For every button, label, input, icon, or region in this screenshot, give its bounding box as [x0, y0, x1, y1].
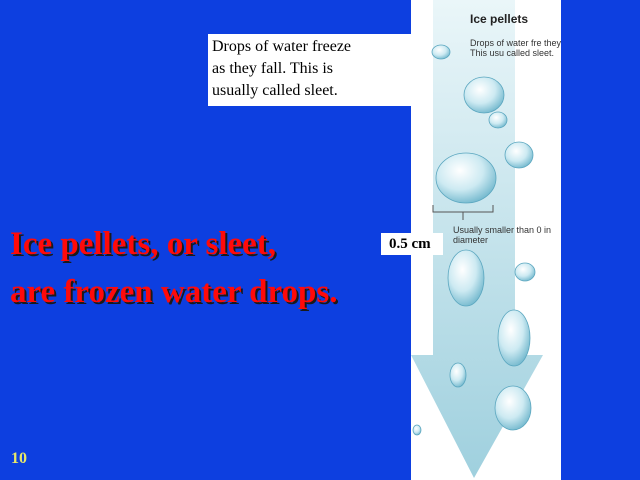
ice-pellet-group: [412, 44, 536, 436]
diagram-title: Ice pellets: [470, 12, 529, 26]
headline-line: are frozen water drops.: [10, 274, 338, 310]
callout-box: Drops of water freeze as they fall. This…: [208, 34, 411, 106]
callout-line: as they fall. This is: [212, 60, 334, 77]
size-bracket: [432, 205, 494, 220]
callout-line: usually called sleet.: [212, 82, 338, 99]
diagram-caption: Drops of water fre they fall. This usu c…: [470, 38, 561, 58]
size-label: 0.5 cm: [381, 233, 443, 255]
callout-line: Drops of water freeze: [212, 38, 352, 55]
diagram-size-note: Usually smaller than 0 in diameter: [453, 225, 552, 245]
headline-line: Ice pellets, or sleet,: [10, 226, 277, 262]
arrow-illustration: [411, 0, 543, 478]
ice-pellets-diagram: Ice pellets Drops of water fre they fall…: [411, 0, 561, 480]
headline: Ice pellets, or sleet, are frozen water …: [10, 220, 338, 316]
slide-number: 10: [11, 450, 27, 467]
